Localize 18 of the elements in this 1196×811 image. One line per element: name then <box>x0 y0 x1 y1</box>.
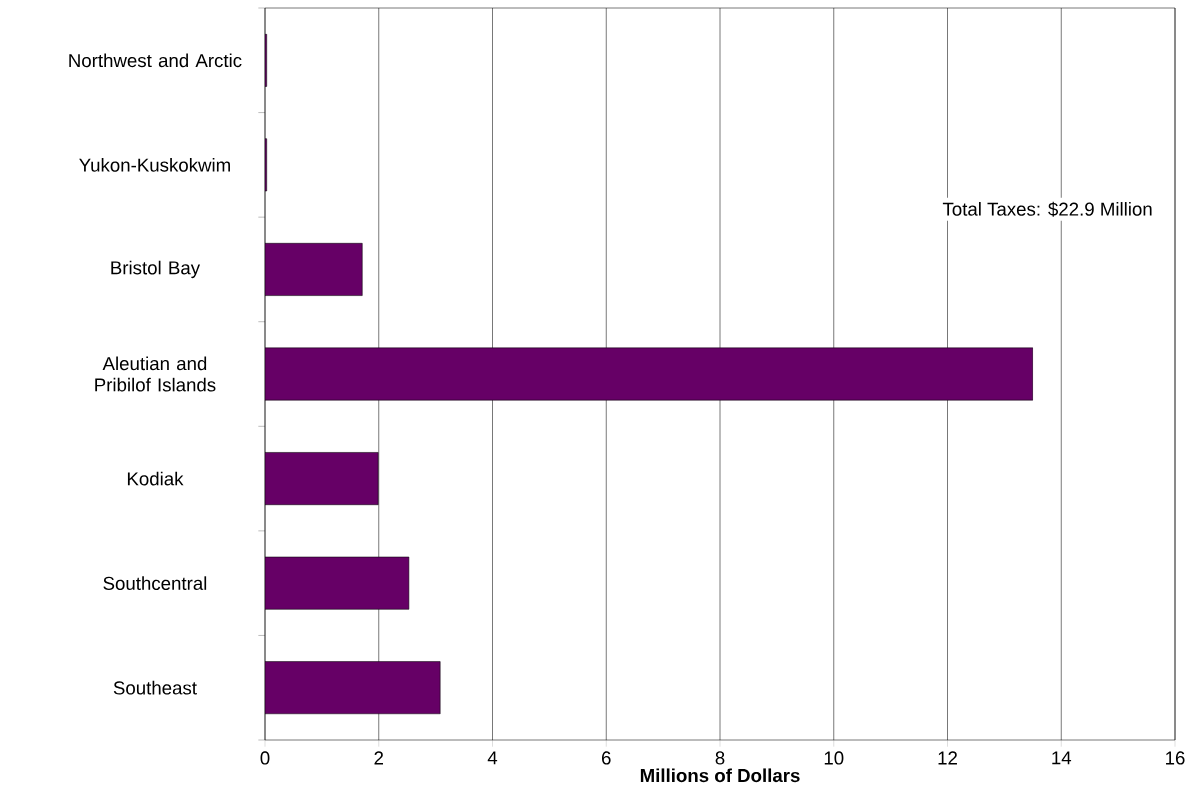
y-tick-label: Yukon-Kuskokwim <box>79 158 230 172</box>
y-tick-label: Northwest and Arctic <box>69 53 242 68</box>
y-tick-label: Southeast <box>113 680 197 695</box>
y-tick-label: Southcentral <box>103 576 207 591</box>
annotation: Total Taxes: $22.9 Million <box>942 201 1152 217</box>
x-tick-label: 0 <box>260 751 270 765</box>
x-tick-label: 6 <box>602 751 611 765</box>
x-tick-label: 2 <box>374 751 384 765</box>
x-tick-label: 16 <box>1166 751 1185 765</box>
x-tick-label: 12 <box>938 751 957 765</box>
y-tick-label: Kodiak <box>127 471 184 486</box>
x-tick-label: 4 <box>487 751 498 765</box>
x-tick-label: 14 <box>1052 751 1072 765</box>
x-tick-label: 10 <box>824 751 844 765</box>
x-tick-label: 8 <box>715 751 725 765</box>
x-axis-title: Millions of Dollars <box>640 768 800 783</box>
y-tick-label: Aleutian and Pribilof Islands <box>95 356 216 392</box>
y-tick-label: Bristol Bay <box>111 260 201 279</box>
